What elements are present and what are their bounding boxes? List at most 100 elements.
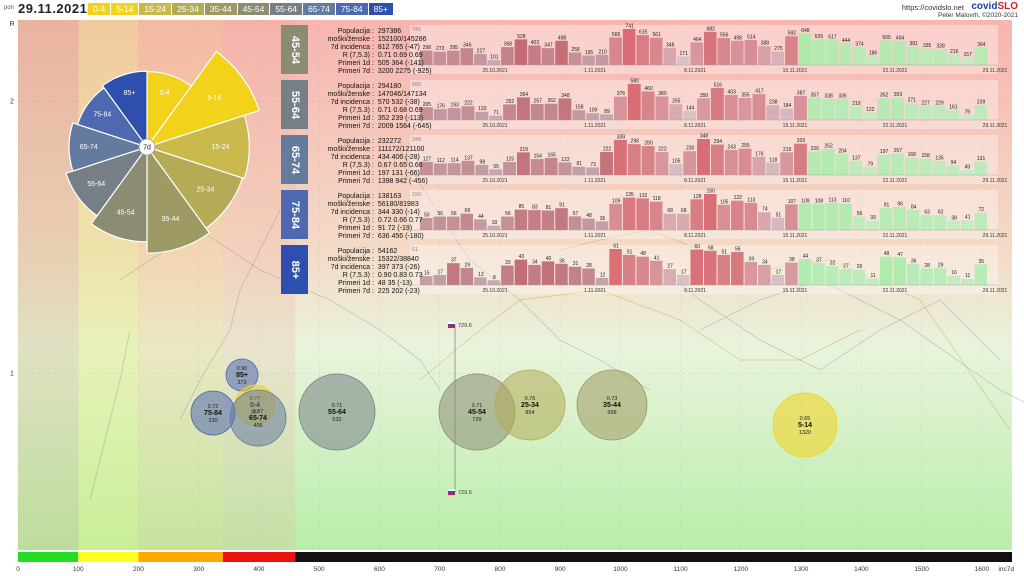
incidence-band: [78, 552, 139, 562]
panel-bar: [697, 139, 710, 175]
panel-bar-value: 514: [747, 35, 756, 41]
panel-bar: [613, 96, 627, 120]
panel-bar-value: 43: [519, 254, 525, 260]
panel-bar: [821, 99, 835, 120]
panel-bar-value: 346: [463, 43, 472, 49]
panel-bar: [807, 151, 821, 175]
panel-bar-value: 33: [505, 260, 511, 266]
panel-bar: [771, 217, 785, 230]
panel-bar-value: 186: [869, 50, 878, 56]
panel-bar: [835, 153, 849, 175]
panel-bar: [766, 105, 780, 120]
panel-bar-value: 364: [977, 42, 986, 48]
panel-bar: [960, 115, 974, 120]
panel-bar: [960, 57, 974, 65]
panel-bar: [669, 164, 683, 175]
panel-bar: [649, 260, 663, 285]
panel-bar: [503, 162, 516, 175]
bubble-r-label: 0.90: [237, 366, 248, 372]
panel-bar-value: 27: [667, 264, 673, 270]
panel-bar: [514, 209, 528, 230]
panel-date-label: 8.11.2021: [684, 233, 706, 239]
site-url[interactable]: https://covidslo.net: [901, 3, 964, 12]
panel-bar-value: 56: [735, 246, 741, 252]
rose-label: 75-84: [93, 112, 111, 119]
bubble-age-label: 35-44: [603, 402, 621, 409]
panel-bar-value: 298: [423, 45, 432, 51]
age-tab-0-4[interactable]: 0-4: [88, 3, 112, 15]
panel-bar: [447, 108, 461, 120]
panel-bar: [906, 263, 920, 285]
panel-bar: [974, 47, 987, 65]
panel-bar: [738, 148, 752, 175]
rose-label: 85+: [123, 90, 135, 97]
panel-bar-value: 58: [708, 245, 714, 251]
panel-bar-value: 91: [559, 203, 565, 209]
age-tab-25-34[interactable]: 25-34: [172, 3, 205, 15]
panel-bar-value: 109: [801, 198, 810, 204]
panel-bar-value: 556: [720, 32, 729, 38]
panel-date-label: 8.11.2021: [684, 288, 706, 294]
bubble-r-label: 0.71: [332, 403, 343, 409]
panel-bar: [704, 31, 717, 66]
panel-bar-value: 122: [734, 195, 743, 201]
bubble-circle: [229, 389, 287, 447]
panel-bar: [879, 256, 893, 285]
bubble-inc-label: 330: [208, 418, 217, 424]
flag-icon: [448, 322, 455, 324]
panel-bar-value: 34: [762, 259, 768, 265]
age-tab-55-64[interactable]: 55-64: [270, 3, 304, 15]
panel-bar: [568, 266, 582, 285]
panel-bar-value: 101: [490, 55, 499, 61]
panel-bar: [609, 203, 622, 230]
panel-stats: Populacija : 138163 moški/ženske : 56180/…: [327, 193, 424, 240]
panel-bar-value: 216: [950, 49, 959, 55]
panel-date-label: 29.11.2021: [983, 68, 1008, 74]
panel-bar-value: 11: [965, 273, 970, 279]
panel-bar-value: 566: [612, 32, 621, 38]
panel-date-label: 1.11.2021: [584, 68, 606, 74]
panel-bar-value: 114: [451, 158, 459, 164]
panel-bar-value: 444: [842, 38, 851, 44]
panel-bar-value: 127: [423, 156, 432, 162]
panel-bar-value: 368: [504, 42, 513, 48]
age-tab-15-24[interactable]: 15-24: [139, 3, 173, 15]
panel-bar: [738, 97, 752, 120]
age-tab-65-74[interactable]: 65-74: [303, 3, 336, 15]
x-tick-label: 1100: [674, 566, 688, 573]
panel-bar: [582, 55, 595, 65]
incidence-band: [138, 552, 223, 562]
panel-bar: [655, 96, 669, 120]
panel-bar-value: 109: [612, 198, 621, 204]
panel-bar: [541, 261, 555, 285]
bubble-age-label: 5-14: [798, 422, 812, 429]
panel-bar: [974, 264, 987, 285]
panel-bar-value: 85: [519, 204, 525, 210]
panel-bar-value: 98: [480, 159, 486, 165]
panel-bar: [766, 162, 780, 175]
panel-bar: [636, 35, 649, 65]
panel-bar-value: 110: [842, 198, 850, 204]
age-tab-45-54[interactable]: 45-54: [237, 3, 271, 15]
panel-bar: [807, 97, 821, 120]
panel-bar: [541, 210, 555, 230]
age-tab-35-44[interactable]: 35-44: [204, 3, 238, 15]
panel-bar: [595, 277, 609, 285]
age-tab-75-84[interactable]: 75-84: [335, 3, 369, 15]
age-tab-85+[interactable]: 85+: [368, 3, 394, 15]
panel-bar-value: 81: [546, 205, 552, 211]
panel-date-label: 15.11.2021: [783, 123, 808, 129]
panel-bar: [474, 53, 487, 65]
age-tab-5-14[interactable]: 5-14: [111, 3, 140, 15]
rose-center-label: 7d: [143, 145, 151, 152]
panel-age-label: 65-74: [281, 135, 308, 184]
panel-bar-value: 71: [493, 110, 499, 116]
panel-bar: [717, 204, 731, 230]
panel-bar-value: 226: [811, 146, 820, 152]
panel-bar: [744, 261, 758, 285]
bubble-r-label: 0.76: [525, 396, 536, 402]
panel-bar-value: 8: [493, 275, 496, 281]
panel-bar: [514, 39, 528, 65]
